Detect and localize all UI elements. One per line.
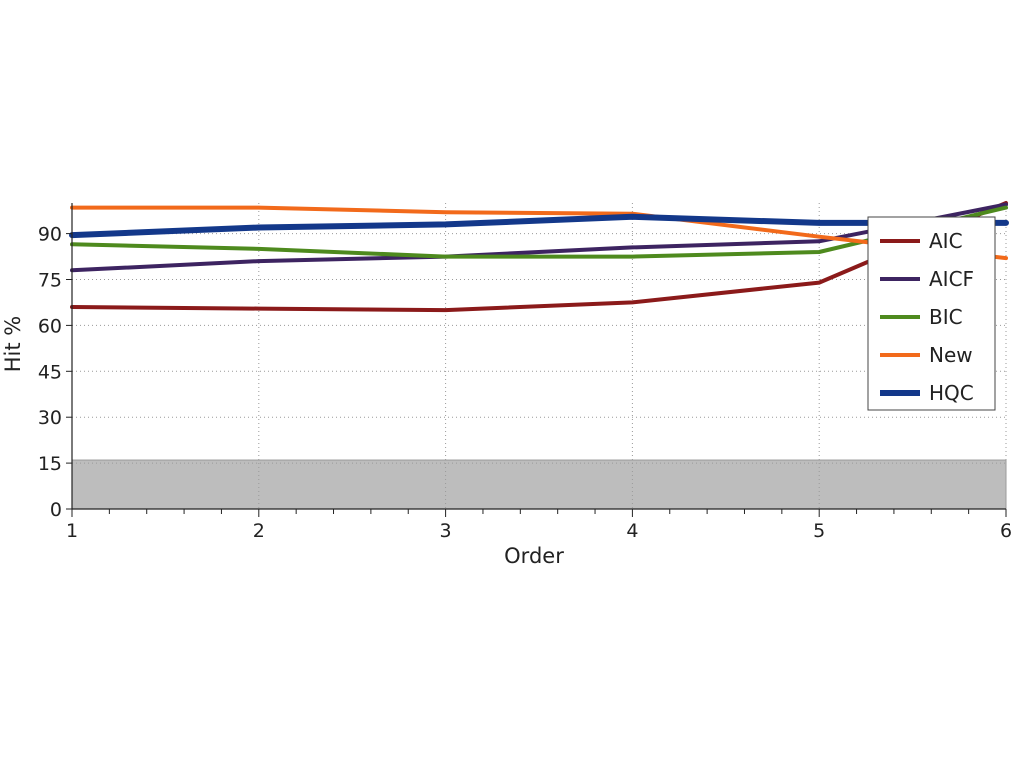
legend: AIC AICF BIC New HQC bbox=[867, 216, 996, 411]
y-tick-label-15: 15 bbox=[38, 453, 62, 475]
x-tick-label-1: 1 bbox=[66, 520, 78, 542]
series-line-new bbox=[70, 205, 1008, 261]
x-tick-label-2: 2 bbox=[253, 520, 265, 542]
y-tick-label-45: 45 bbox=[38, 361, 62, 383]
legend-label-hqc: HQC bbox=[929, 381, 974, 405]
y-tick-label-30: 30 bbox=[38, 407, 62, 429]
y-tick-label-0: 0 bbox=[50, 499, 62, 521]
series-line-bic bbox=[70, 205, 1008, 259]
legend-label-new: New bbox=[929, 343, 973, 367]
y-axis-title: Hit % bbox=[1, 316, 25, 373]
x-tick-label-5: 5 bbox=[813, 520, 825, 542]
legend-label-aicf: AICF bbox=[929, 267, 974, 291]
x-tick-label-4: 4 bbox=[626, 520, 638, 542]
x-axis-title: Order bbox=[504, 544, 564, 568]
y-tick-label-60: 60 bbox=[38, 315, 62, 337]
legend-label-bic: BIC bbox=[929, 305, 963, 329]
x-tick-label-3: 3 bbox=[440, 520, 452, 542]
x-tick-label-6: 6 bbox=[1000, 520, 1012, 542]
legend-label-aic: AIC bbox=[929, 229, 963, 253]
legend-box bbox=[867, 216, 996, 411]
series-line-aic bbox=[70, 201, 1008, 313]
y-tick-label-90: 90 bbox=[38, 224, 62, 246]
shaded-band bbox=[71, 459, 1007, 510]
series-line-hqc bbox=[69, 213, 1009, 239]
y-tick-label-75: 75 bbox=[38, 270, 62, 292]
series-line-aicf bbox=[70, 202, 1008, 273]
